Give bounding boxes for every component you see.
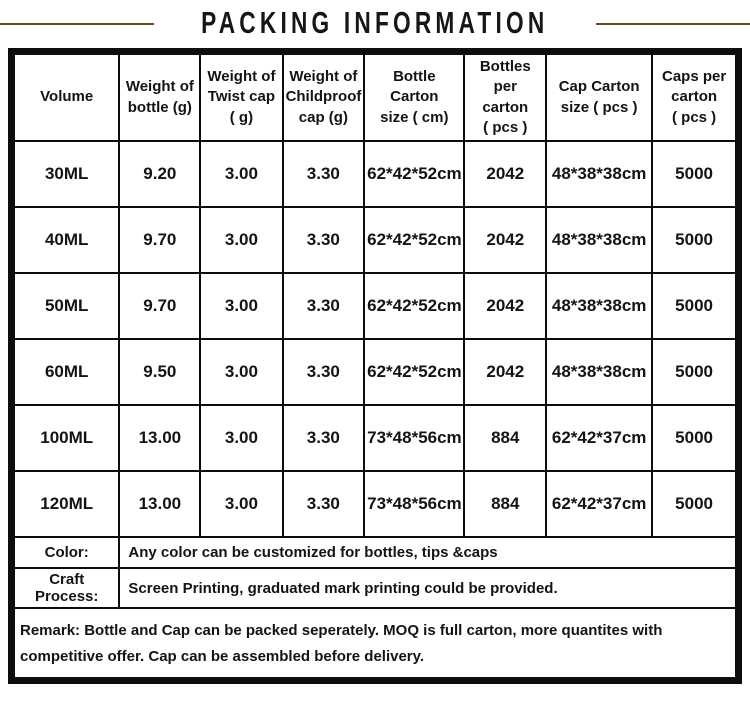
column-header: Weight of bottle (g) — [118, 53, 202, 142]
table-row: 120ML 13.00 3.00 3.30 73*48*56cm 884 62*42*37c… — [12, 470, 737, 538]
column-header: Bottle Carton size ( cm) — [363, 53, 466, 142]
data-cell: 2042 — [463, 338, 548, 406]
table-row: 40ML 9.70 3.00 3.30 62*42*52cm 2042 48*38*38cm… — [12, 206, 737, 274]
data-cell: 2042 — [463, 140, 548, 208]
volume-cell: 60ML — [12, 338, 121, 406]
data-cell: 3.00 — [199, 206, 284, 274]
table-row: 60ML 9.50 3.00 3.30 62*42*52cm 2042 48*38*38cm… — [12, 338, 737, 406]
data-cell: 5000 — [651, 338, 737, 406]
data-cell: 3.30 — [281, 272, 366, 340]
data-cell: 13.00 — [118, 404, 202, 472]
column-header: Caps per carton ( pcs ) — [651, 53, 737, 142]
table-row: 30ML 9.20 3.00 3.30 62*42*52cm 2042 48*38*38cm… — [12, 140, 737, 208]
volume-cell: 120ML — [12, 470, 121, 538]
volume-cell: 50ML — [12, 272, 121, 340]
volume-cell: 100ML — [12, 404, 121, 472]
data-cell: 3.30 — [281, 404, 366, 472]
data-cell: 48*38*38cm — [545, 338, 654, 406]
data-cell: 73*48*56cm — [363, 404, 466, 472]
craft-process-value: Screen Printing, graduated mark printing… — [118, 567, 737, 609]
data-cell: 62*42*37cm — [545, 404, 654, 472]
data-cell: 5000 — [651, 140, 737, 208]
data-cell: 48*38*38cm — [545, 272, 654, 340]
page-title: PACKING INFORMATION — [201, 6, 549, 40]
data-cell: 3.30 — [281, 206, 366, 274]
data-cell: 9.70 — [118, 272, 202, 340]
data-cell: 9.70 — [118, 206, 202, 274]
data-cell: 62*42*52cm — [363, 140, 466, 208]
column-header: Bottles per carton ( pcs ) — [463, 53, 548, 142]
data-cell: 3.00 — [199, 470, 284, 538]
remark-row: Remark: Bottle and Cap can be packed sep… — [13, 607, 737, 679]
data-cell: 9.20 — [118, 140, 202, 208]
column-header: Volume — [12, 53, 121, 142]
volume-cell: 30ML — [12, 140, 121, 208]
data-cell: 3.30 — [281, 140, 366, 208]
data-cell: 62*42*52cm — [363, 272, 466, 340]
data-cell: 3.00 — [199, 272, 284, 340]
color-label: Color: — [12, 536, 121, 569]
table-row: 100ML 13.00 3.00 3.30 73*48*56cm 884 62*42*37c… — [12, 404, 737, 472]
data-cell: 62*42*37cm — [545, 470, 654, 538]
data-cell: 5000 — [651, 404, 737, 472]
data-cell: 3.30 — [281, 470, 366, 538]
packing-table-frame: Volume Weight of bottle (g) Weight of Twis… — [8, 48, 742, 684]
data-cell: 13.00 — [118, 470, 202, 538]
column-header: Cap Carton size ( pcs ) — [545, 53, 654, 142]
data-cell: 5000 — [651, 272, 737, 340]
data-cell: 3.30 — [281, 338, 366, 406]
title-rule-left — [0, 22, 155, 25]
header-row: Volume Weight of bottle (g) Weight of Twis… — [12, 53, 737, 142]
title-rule-right — [595, 22, 750, 25]
volume-cell: 40ML — [12, 206, 121, 274]
data-cell: 2042 — [463, 272, 548, 340]
column-header: Weight of Twist cap ( g) — [199, 53, 284, 142]
table-body: 30ML 9.20 3.00 3.30 62*42*52cm 2042 48*38*38cm… — [12, 140, 737, 538]
data-cell: 73*48*56cm — [363, 470, 466, 538]
craft-process-label: Craft Process: — [12, 567, 121, 609]
data-cell: 3.00 — [199, 140, 284, 208]
title-bar: PACKING INFORMATION — [0, 0, 750, 40]
data-cell: 48*38*38cm — [545, 140, 654, 208]
color-row: Color: Any color can be customized for b… — [12, 536, 737, 569]
remark-text: Remark: Bottle and Cap can be packed sep… — [13, 607, 737, 679]
data-cell: 3.00 — [199, 338, 284, 406]
data-cell: 48*38*38cm — [545, 206, 654, 274]
craft-process-row: Craft Process: Screen Printing, graduate… — [12, 567, 737, 609]
data-cell: 62*42*52cm — [363, 206, 466, 274]
data-cell: 5000 — [651, 206, 737, 274]
data-cell: 3.00 — [199, 404, 284, 472]
data-cell: 5000 — [651, 470, 737, 538]
data-cell: 884 — [463, 470, 548, 538]
data-cell: 9.50 — [118, 338, 202, 406]
packing-table: Volume Weight of bottle (g) Weight of Twis… — [12, 53, 737, 679]
data-cell: 62*42*52cm — [363, 338, 466, 406]
data-cell: 884 — [463, 404, 548, 472]
column-header: Weight of Childproof cap (g) — [281, 53, 366, 142]
table-row: 50ML 9.70 3.00 3.30 62*42*52cm 2042 48*38*38cm… — [12, 272, 737, 340]
color-value: Any color can be customized for bottles,… — [118, 536, 737, 569]
data-cell: 2042 — [463, 206, 548, 274]
